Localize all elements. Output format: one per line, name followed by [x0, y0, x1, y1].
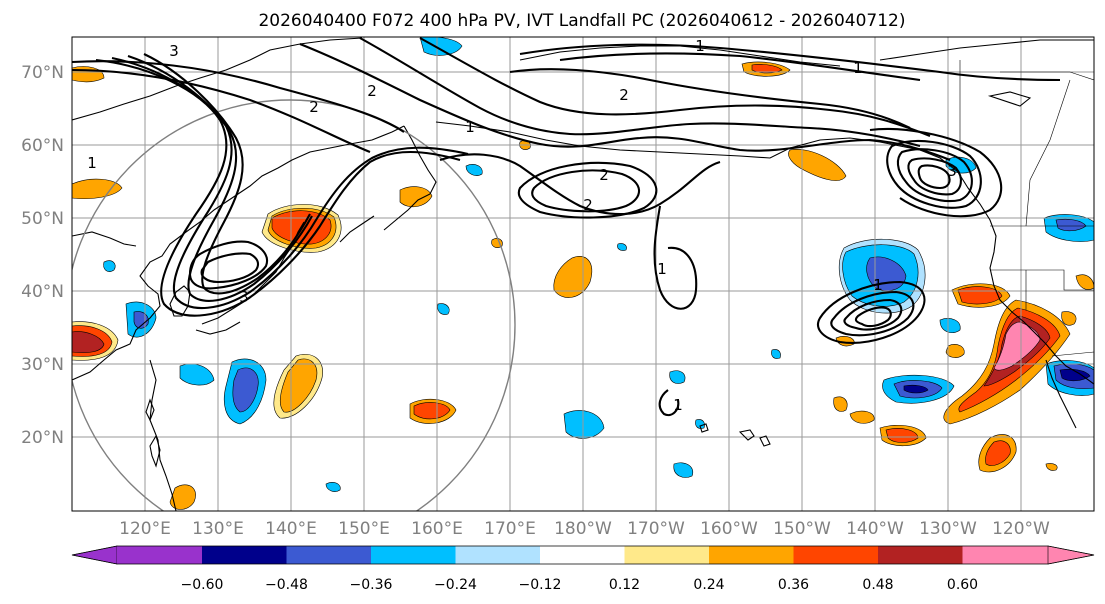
- colorbar-tick-label: 0.36: [778, 577, 809, 593]
- contour-label: 1: [465, 118, 475, 136]
- contour-labels: 1 1 2 2 2 2 2 1 1 1 3 1 1 3 3: [87, 37, 957, 414]
- landfall-radius-circle: [72, 99, 516, 511]
- colorbar-segment: [962, 546, 1048, 564]
- positive-anomaly: [1075, 274, 1094, 290]
- graticule: [72, 37, 1094, 511]
- positive-anomaly: [399, 186, 433, 208]
- pc-shading: [72, 37, 1094, 510]
- latitude-labels: 20°N 30°N 40°N 50°N 60°N 70°N: [21, 63, 64, 448]
- positive-anomaly: [833, 396, 848, 412]
- colorbar-segment: [624, 546, 709, 564]
- positive-anomaly: [72, 178, 123, 199]
- negative-anomaly: [563, 410, 605, 439]
- positive-anomaly: [849, 410, 875, 424]
- negative-anomaly: [939, 318, 961, 333]
- lon-label: 120°E: [119, 519, 171, 539]
- lon-label: 180°W: [554, 519, 612, 539]
- colorbar-tick-label: 0.24: [693, 577, 724, 593]
- colorbar-segment: [793, 546, 878, 564]
- negative-anomaly: [232, 367, 259, 413]
- contour-label: 2: [599, 166, 609, 184]
- colorbar-segment: [202, 546, 287, 564]
- contour-label: 1: [673, 396, 683, 414]
- lat-label: 30°N: [21, 355, 64, 375]
- map-frame: [71, 36, 1095, 512]
- colorbar-segment: [709, 546, 794, 564]
- positive-anomaly: [169, 484, 196, 510]
- negative-anomaly: [465, 164, 483, 176]
- positive-anomaly: [1061, 311, 1077, 326]
- map-title: 2026040400 F072 400 hPa PV, IVT Landfall…: [258, 11, 905, 31]
- positive-anomaly: [945, 344, 965, 358]
- contour-label: 2: [367, 82, 377, 100]
- positive-anomaly: [72, 331, 105, 354]
- colorbar-segment: [371, 546, 456, 564]
- contour-label: 3: [239, 288, 249, 306]
- colorbar-tick-label: 0.12: [609, 577, 640, 593]
- positive-anomaly: [413, 402, 451, 420]
- colorbar: −0.60 −0.48 −0.36 −0.24 −0.12 0.12 0.24 …: [71, 545, 1095, 593]
- negative-anomaly: [695, 419, 705, 429]
- positive-anomaly: [553, 256, 592, 298]
- negative-anomaly: [903, 384, 929, 394]
- negative-anomaly: [669, 370, 686, 384]
- positive-anomaly: [985, 440, 1011, 466]
- lon-label: 160°W: [700, 519, 758, 539]
- contour-label: 1: [695, 37, 705, 55]
- lon-label: 130°E: [192, 519, 244, 539]
- colorbar-extend-min: [71, 545, 118, 565]
- lat-label: 20°N: [21, 428, 64, 448]
- negative-anomaly: [437, 303, 450, 315]
- lon-label: 140°E: [265, 519, 317, 539]
- contour-label: 3: [169, 42, 179, 60]
- colorbar-tick-label: −0.48: [265, 577, 308, 593]
- negative-anomaly: [325, 482, 341, 492]
- contour-label: 1: [657, 260, 667, 278]
- negative-anomaly: [673, 462, 694, 478]
- colorbar-segment: [878, 546, 963, 564]
- pv-contours: [72, 37, 1061, 417]
- colorbar-tick-label: 0.60: [947, 577, 978, 593]
- lat-label: 40°N: [21, 282, 64, 302]
- colorbar-tick-label: 0.48: [862, 577, 893, 593]
- positive-anomaly: [788, 149, 847, 181]
- lon-label: 150°E: [338, 519, 390, 539]
- colorbar-tick-label: −0.24: [434, 577, 477, 593]
- positive-anomaly: [885, 428, 919, 443]
- lon-label: 150°W: [773, 519, 831, 539]
- contour-label: 2: [309, 98, 319, 116]
- lon-label: 130°W: [919, 519, 977, 539]
- contour-label: 3: [947, 162, 957, 180]
- colorbar-tick-label: −0.60: [181, 577, 224, 593]
- lon-label: 160°E: [411, 519, 463, 539]
- colorbar-segment: [117, 546, 202, 564]
- longitude-labels: 120°E 130°E 140°E 150°E 160°E 170°E 180°…: [119, 519, 1050, 539]
- contour-label: 2: [583, 196, 593, 214]
- colorbar-segment: [540, 546, 625, 564]
- lon-label: 120°W: [992, 519, 1050, 539]
- lon-label: 170°W: [627, 519, 685, 539]
- lat-label: 50°N: [21, 209, 64, 229]
- contour-label: 1: [853, 59, 863, 77]
- contour-label: 1: [873, 276, 883, 294]
- negative-anomaly: [617, 243, 627, 251]
- lon-label: 170°E: [484, 519, 536, 539]
- colorbar-extend-max: [1047, 545, 1095, 565]
- negative-anomaly: [103, 260, 116, 272]
- negative-anomaly: [771, 349, 781, 359]
- contour-label: 1: [87, 154, 97, 172]
- positive-anomaly: [279, 358, 318, 413]
- lon-label: 140°W: [846, 519, 904, 539]
- lat-label: 70°N: [21, 63, 64, 83]
- positive-anomaly: [1045, 463, 1058, 471]
- colorbar-segment: [455, 546, 540, 564]
- lat-label: 60°N: [21, 136, 64, 156]
- colorbar-segment: [286, 546, 371, 564]
- colorbar-tick-label: −0.12: [519, 577, 562, 593]
- colorbar-tick-label: −0.36: [350, 577, 393, 593]
- colorbar-outline: [71, 545, 1095, 565]
- contour-label: 2: [619, 86, 629, 104]
